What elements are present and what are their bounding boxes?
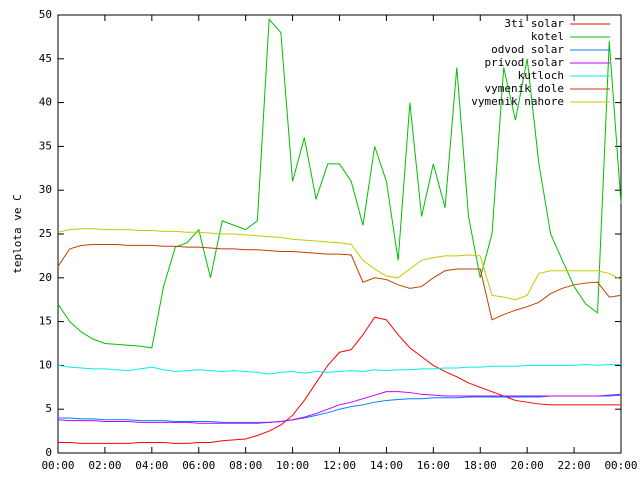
- data-line: [57, 364, 621, 375]
- y-tick-label: 20: [39, 271, 52, 284]
- x-tick-label: 00:00: [41, 459, 74, 472]
- x-tick-label: 12:00: [323, 459, 356, 472]
- data-line: [57, 244, 622, 321]
- data-line: [57, 391, 622, 424]
- x-tick-label: 20:00: [511, 459, 544, 472]
- y-tick-label: 0: [45, 446, 52, 459]
- y-tick-label: 25: [39, 227, 52, 240]
- data-line: [58, 394, 622, 423]
- data-line: [57, 228, 622, 301]
- x-tick-label: 16:00: [417, 459, 450, 472]
- x-tick-label: 06:00: [182, 459, 215, 472]
- y-axis-label: teplota ve C: [11, 194, 24, 273]
- y-tick-label: 45: [39, 52, 52, 65]
- x-tick-label: 14:00: [370, 459, 403, 472]
- x-tick-label: 10:00: [276, 459, 309, 472]
- x-tick-label: 08:00: [229, 459, 262, 472]
- x-tick-label: 02:00: [88, 459, 121, 472]
- y-tick-label: 5: [45, 402, 52, 415]
- legend-label: privod solar: [485, 56, 565, 69]
- x-tick-label: 00:00: [604, 459, 637, 472]
- data-line: [57, 18, 622, 349]
- y-tick-label: 50: [39, 8, 52, 21]
- legend-label: 3ti solar: [504, 17, 564, 30]
- x-tick-label: 22:00: [558, 459, 591, 472]
- legend-label: vymenik dole: [485, 82, 564, 95]
- x-tick-label: 04:00: [135, 459, 168, 472]
- y-tick-label: 15: [39, 315, 52, 328]
- y-tick-label: 10: [39, 358, 52, 371]
- x-tick-label: 18:00: [464, 459, 497, 472]
- legend-label: odvod solar: [491, 43, 564, 56]
- y-tick-label: 35: [39, 139, 52, 152]
- data-line: [58, 316, 621, 444]
- legend-label: vymenik nahore: [471, 95, 564, 108]
- legend-label: kutloch: [518, 69, 564, 82]
- legend-label: kotel: [531, 30, 564, 43]
- y-tick-label: 30: [39, 183, 52, 196]
- y-tick-label: 40: [39, 96, 52, 109]
